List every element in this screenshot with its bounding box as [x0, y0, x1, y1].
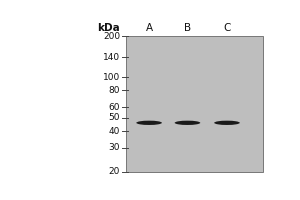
Text: 60: 60	[109, 103, 120, 112]
Text: C: C	[223, 23, 231, 33]
Text: 80: 80	[109, 86, 120, 95]
Bar	[126, 36, 263, 172]
Text: 50: 50	[109, 113, 120, 122]
Text: 30: 30	[109, 143, 120, 152]
Text: 100: 100	[103, 73, 120, 82]
Ellipse shape	[214, 121, 240, 125]
Text: 20: 20	[109, 167, 120, 176]
Text: 200: 200	[103, 32, 120, 41]
Ellipse shape	[136, 121, 162, 125]
Text: 140: 140	[103, 53, 120, 62]
Text: 40: 40	[109, 127, 120, 136]
Text: kDa: kDa	[97, 23, 120, 33]
Text: B: B	[184, 23, 191, 33]
Ellipse shape	[175, 121, 200, 125]
Text: A: A	[146, 23, 153, 33]
